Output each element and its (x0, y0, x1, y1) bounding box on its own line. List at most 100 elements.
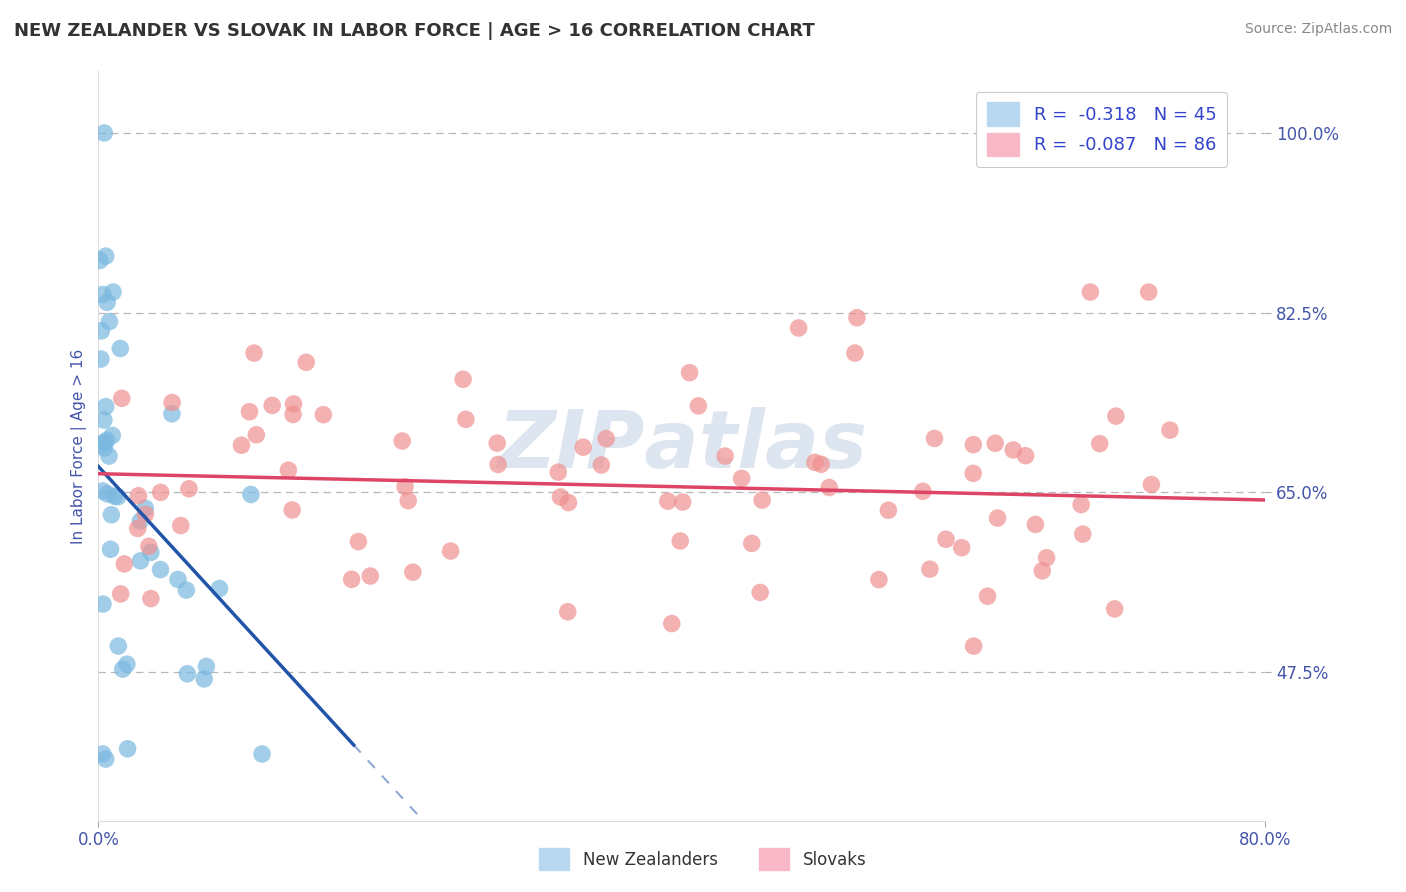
Point (90, 352, 112, 367)
Point (741, 536, 763, 550)
Point (129, 514, 152, 528)
Point (101, 285, 124, 299)
Point (557, 495, 579, 509)
Point (557, 605, 579, 619)
Point (787, 321, 810, 335)
Point (94, 400, 117, 414)
Point (129, 554, 152, 568)
Point (730, 471, 752, 485)
Point (176, 583, 198, 598)
Point (127, 521, 149, 535)
Point (550, 490, 572, 504)
Point (312, 408, 335, 422)
Point (94, 249, 117, 263)
Point (93, 126, 115, 140)
Point (98, 315, 121, 329)
Point (177, 482, 200, 496)
Point (1014, 449, 1036, 463)
Point (844, 346, 866, 360)
Point (595, 432, 617, 446)
Text: NEW ZEALANDER VS SLOVAK IN LABOR FORCE | AGE > 16 CORRELATION CHART: NEW ZEALANDER VS SLOVAK IN LABOR FORCE |… (14, 22, 815, 40)
Point (1024, 517, 1046, 532)
Point (238, 405, 260, 419)
Point (149, 563, 172, 577)
Point (115, 657, 138, 672)
Point (195, 659, 218, 673)
Point (277, 463, 299, 477)
Point (1105, 409, 1128, 424)
Point (394, 480, 416, 494)
Point (193, 672, 215, 686)
Point (262, 398, 284, 412)
Point (91, 747, 114, 761)
Legend: R =  -0.318   N = 45, R =  -0.087   N = 86: R = -0.318 N = 45, R = -0.087 N = 86 (976, 92, 1227, 167)
Point (110, 342, 132, 356)
Point (91, 287, 114, 301)
Point (103, 489, 125, 503)
Point (93, 435, 115, 450)
Point (591, 458, 613, 472)
Point (89, 253, 111, 268)
Point (101, 428, 124, 442)
Point (139, 545, 162, 559)
Point (139, 591, 162, 606)
Point (986, 511, 1008, 525)
Point (281, 408, 304, 422)
Point (1104, 602, 1126, 616)
Point (486, 436, 509, 450)
Point (281, 503, 304, 517)
Point (669, 534, 692, 549)
Point (918, 562, 941, 576)
Point (91, 483, 114, 498)
Point (924, 432, 946, 446)
Point (1088, 436, 1111, 450)
Point (340, 572, 363, 586)
Point (962, 467, 984, 481)
Point (451, 372, 474, 386)
Point (134, 508, 156, 522)
Point (950, 541, 973, 555)
Point (962, 639, 984, 653)
Point (359, 569, 381, 583)
Point (231, 438, 253, 452)
Point (245, 427, 267, 442)
Point (868, 573, 890, 587)
Point (149, 485, 172, 500)
Point (935, 533, 957, 547)
Point (846, 310, 869, 325)
Point (391, 434, 413, 448)
Point (100, 542, 122, 557)
Point (93, 413, 115, 427)
Point (402, 565, 425, 579)
Point (107, 490, 129, 504)
Point (97, 449, 120, 463)
Point (749, 585, 772, 599)
Legend: New Zealanders, Slovaks: New Zealanders, Slovaks (533, 842, 873, 877)
Point (818, 481, 841, 495)
Point (93, 441, 115, 455)
Point (94, 752, 117, 766)
Point (134, 501, 156, 516)
Point (547, 465, 569, 479)
Point (117, 741, 139, 756)
Point (751, 493, 773, 508)
Point (111, 392, 134, 406)
Point (911, 484, 934, 499)
Point (810, 457, 832, 471)
Point (170, 518, 193, 533)
Point (208, 582, 231, 596)
Point (127, 489, 149, 503)
Point (1080, 285, 1102, 299)
Point (454, 412, 477, 426)
Point (91, 597, 114, 611)
Point (486, 458, 509, 472)
Point (176, 666, 198, 681)
Point (1140, 477, 1163, 491)
Point (678, 366, 700, 380)
Y-axis label: In Labor Force | Age > 16: In Labor Force | Age > 16 (72, 349, 87, 543)
Point (90, 324, 112, 338)
Point (976, 589, 998, 603)
Point (96, 295, 118, 310)
Point (688, 399, 710, 413)
Point (160, 407, 183, 421)
